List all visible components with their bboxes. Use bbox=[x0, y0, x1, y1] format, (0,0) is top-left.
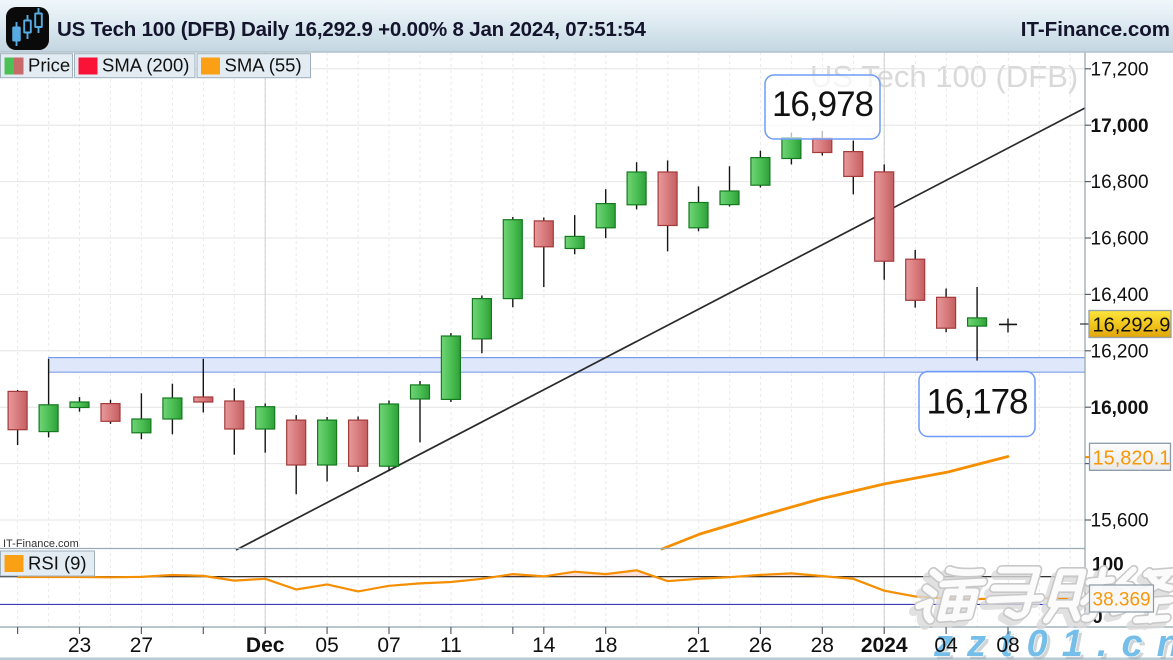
svg-text:Price: Price bbox=[28, 55, 70, 76]
svg-text:zzt01.cn: zzt01.cn bbox=[933, 623, 1173, 660]
svg-text:16,400: 16,400 bbox=[1091, 285, 1149, 306]
svg-text:23: 23 bbox=[68, 634, 91, 657]
svg-text:14: 14 bbox=[532, 634, 556, 657]
svg-text:28: 28 bbox=[811, 634, 834, 657]
svg-text:26: 26 bbox=[749, 634, 772, 657]
svg-text:17,000: 17,000 bbox=[1091, 116, 1149, 137]
svg-text:SMA (200): SMA (200) bbox=[102, 55, 189, 76]
svg-text:16,200: 16,200 bbox=[1091, 341, 1149, 362]
svg-text:IT-Finance.com: IT-Finance.com bbox=[3, 538, 79, 550]
svg-text:Dec: Dec bbox=[246, 634, 285, 657]
svg-text:RSI (9): RSI (9) bbox=[28, 553, 87, 574]
svg-text:38.369: 38.369 bbox=[1093, 590, 1151, 611]
svg-text:15,600: 15,600 bbox=[1091, 511, 1149, 532]
svg-text:16,000: 16,000 bbox=[1091, 398, 1149, 419]
svg-text:04: 04 bbox=[934, 634, 958, 657]
svg-text:SMA (55): SMA (55) bbox=[225, 55, 302, 76]
svg-text:US Tech 100 (DFB) Daily 16,292: US Tech 100 (DFB) Daily 16,292.9 +0.00% … bbox=[57, 18, 647, 41]
svg-text:18: 18 bbox=[594, 634, 617, 657]
svg-text:IT-Finance.com: IT-Finance.com bbox=[1021, 18, 1170, 41]
svg-text:0: 0 bbox=[1092, 607, 1103, 628]
svg-text:11: 11 bbox=[440, 634, 462, 657]
svg-text:17,200: 17,200 bbox=[1091, 59, 1149, 80]
svg-text:27: 27 bbox=[130, 634, 153, 657]
svg-text:zzt01.cn: zzt01.cn bbox=[936, 626, 1173, 660]
svg-text:05: 05 bbox=[315, 634, 338, 657]
svg-text:16,178: 16,178 bbox=[926, 383, 1027, 422]
svg-text:08: 08 bbox=[996, 634, 1019, 657]
svg-text:21: 21 bbox=[687, 634, 710, 657]
svg-text:07: 07 bbox=[377, 634, 400, 657]
svg-text:2024: 2024 bbox=[861, 634, 908, 657]
svg-text:16,978: 16,978 bbox=[772, 85, 873, 124]
svg-text:16,292.9: 16,292.9 bbox=[1093, 315, 1171, 337]
svg-text:16,600: 16,600 bbox=[1091, 229, 1149, 250]
svg-text:16,800: 16,800 bbox=[1091, 172, 1149, 193]
svg-text:15,820.1: 15,820.1 bbox=[1093, 448, 1171, 470]
